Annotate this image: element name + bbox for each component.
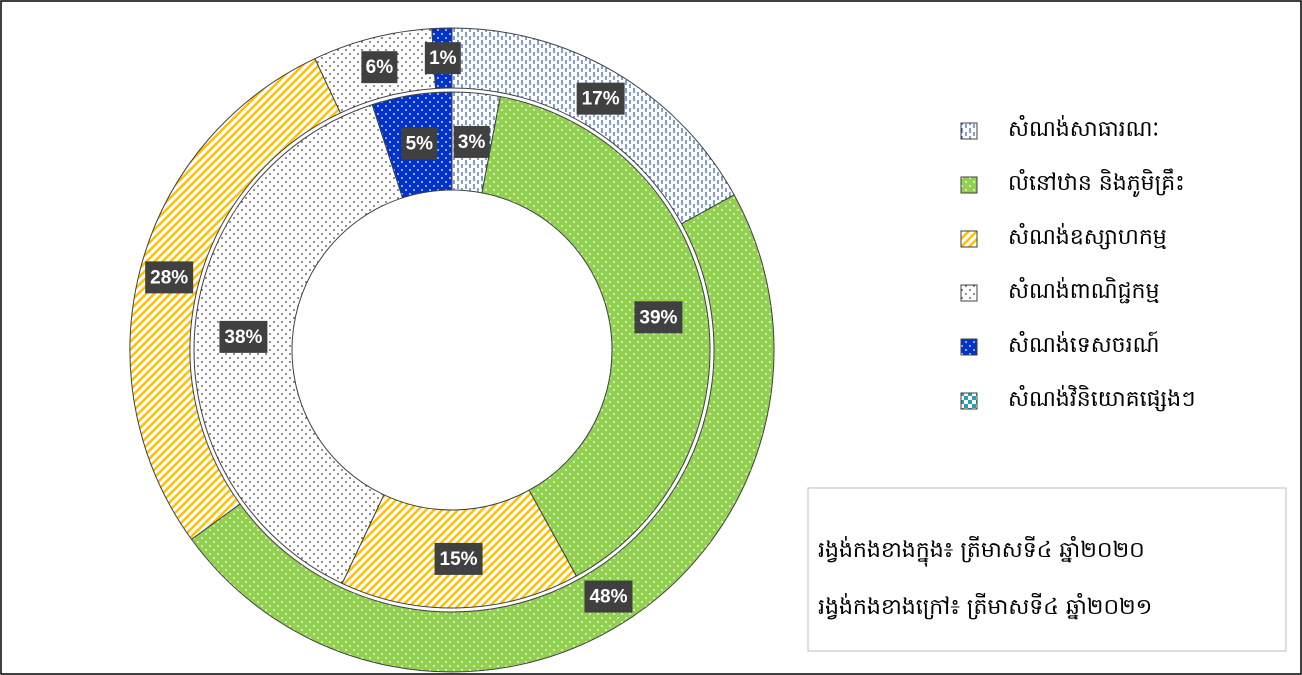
legend-swatch [960,338,978,356]
data-label: 15% [440,549,478,570]
legend-swatch [960,122,978,140]
data-label: 3% [458,132,486,153]
data-label-box [434,542,483,575]
donut-slice [481,95,711,577]
legend-swatch [960,392,978,410]
donut-slice [190,194,775,673]
data-label: 5% [406,134,434,155]
legend-label: សំណង់ឧស្សាហកម្ម [1008,223,1167,250]
legend-label: សំណង់ទេសចរណ៍ [1008,331,1159,358]
data-label-box [424,42,461,75]
data-label-box [145,261,194,294]
data-label: 6% [366,57,394,78]
data-label: 28% [150,267,188,288]
data-label-box [634,301,683,334]
data-label-box [584,580,633,613]
legend-label: សំណង់ពាណិជ្ជកម្ម [1008,277,1159,304]
inner-ring-note: រង្វង់កងខាងក្នុង៖ ត្រីមាសទី៤ ឆ្នាំ២០២០ [818,536,1145,567]
legend-label: សំណង់វិនិយោគផ្សេងៗ [1008,385,1196,412]
legend-swatch [960,176,978,194]
data-label: 17% [582,89,620,110]
data-label-box [361,51,398,84]
data-label: 38% [224,327,262,348]
legend-label: លំនៅឋាន និងភូមិគ្រឹះ [1008,168,1185,197]
outer-ring-note: រង្វង់កងខាងក្រៅ៖ ត្រីមាសទី៤ ឆ្នាំ២០២១ [818,593,1152,620]
data-label-box [401,127,438,160]
data-label-box [219,320,268,353]
data-label-box [576,82,625,115]
data-label: 48% [589,587,627,608]
data-label: 1% [429,48,457,69]
note-box [807,487,1287,652]
donut-slice [193,103,404,585]
data-label: 39% [639,307,677,328]
legend-swatch [960,230,978,248]
legend-label: សំណង់សាធារណៈ [1008,115,1159,142]
legend-swatch [960,284,978,302]
data-label-box [453,125,490,158]
